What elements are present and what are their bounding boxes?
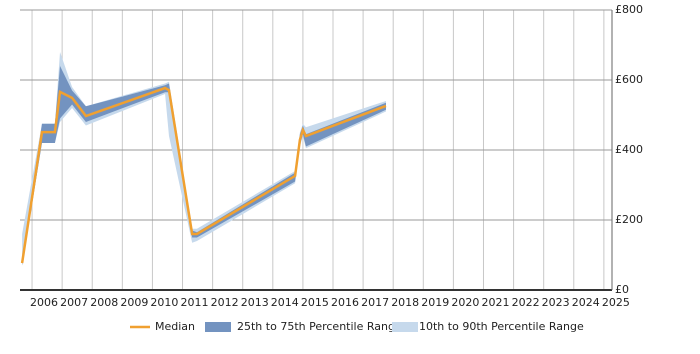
x-tick-label: 2012	[211, 296, 239, 309]
x-tick-label: 2016	[331, 296, 359, 309]
x-tick-label: 2006	[30, 296, 58, 309]
x-tick-label: 2010	[150, 296, 178, 309]
x-tick-label: 2015	[301, 296, 329, 309]
legend-swatch	[392, 322, 418, 332]
x-tick-label: 2019	[421, 296, 449, 309]
x-tick-label: 2020	[451, 296, 479, 309]
x-tick-label: 2009	[120, 296, 148, 309]
legend-label: Median	[155, 320, 195, 333]
x-tick-label: 2008	[90, 296, 118, 309]
x-tick-label: 2011	[181, 296, 209, 309]
legend-swatch	[205, 322, 231, 332]
x-tick-label: 2013	[241, 296, 269, 309]
x-tick-label: 2018	[391, 296, 419, 309]
x-tick-label: 2017	[361, 296, 389, 309]
y-tick-label: £200	[615, 213, 643, 226]
x-tick-label: 2025	[602, 296, 630, 309]
legend-label: 25th to 75th Percentile Range	[237, 320, 402, 333]
y-tick-label: £800	[615, 3, 643, 16]
x-tick-label: 2022	[512, 296, 540, 309]
legend-label: 10th to 90th Percentile Range	[419, 320, 584, 333]
y-tick-label: £0	[615, 283, 629, 296]
median-line	[20, 86, 387, 264]
percentile-band	[22, 52, 386, 266]
x-tick-label: 2014	[271, 296, 299, 309]
y-tick-label: £400	[615, 143, 643, 156]
x-tick-label: 2007	[60, 296, 88, 309]
x-tick-label: 2021	[481, 296, 509, 309]
y-tick-label: £600	[615, 73, 643, 86]
percentile-band	[22, 66, 386, 266]
x-tick-label: 2024	[572, 296, 600, 309]
x-tick-label: 2023	[542, 296, 570, 309]
